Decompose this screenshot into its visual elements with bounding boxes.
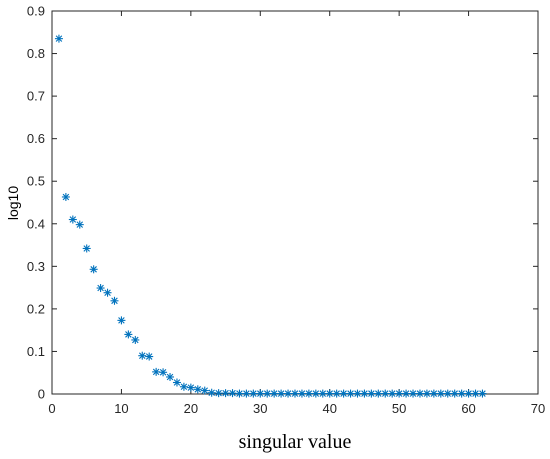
data-point xyxy=(374,389,383,398)
data-point xyxy=(159,368,168,377)
y-tick-label: 0.1 xyxy=(27,344,45,359)
data-point xyxy=(422,389,431,398)
y-axis-ticks: 0 0.1 0.2 0.3 0.4 0.5 0.6 0.7 0.8 0.9 xyxy=(27,4,538,402)
data-point xyxy=(291,389,299,398)
x-tick-label: 30 xyxy=(253,401,267,416)
data-point xyxy=(457,389,466,398)
data-point xyxy=(284,389,293,398)
data-point xyxy=(131,335,140,344)
data-point xyxy=(179,382,188,391)
data-point xyxy=(304,389,313,398)
data-point xyxy=(311,389,320,398)
data-point xyxy=(388,389,397,398)
data-point xyxy=(415,389,424,398)
y-tick-label: 0.5 xyxy=(27,174,45,189)
data-point xyxy=(200,386,209,395)
data-point xyxy=(249,389,258,398)
x-tick-label: 50 xyxy=(392,401,406,416)
data-point xyxy=(186,383,195,392)
data-point xyxy=(325,389,334,398)
plot-area xyxy=(51,10,539,395)
y-axis-title: log10 xyxy=(5,186,21,220)
data-point xyxy=(228,389,237,398)
data-point xyxy=(145,352,154,361)
data-point xyxy=(172,378,181,387)
data-point xyxy=(75,220,84,229)
y-tick-label: 0.9 xyxy=(27,4,45,19)
data-point xyxy=(318,389,327,398)
data-point xyxy=(478,389,487,398)
y-tick-label: 0.4 xyxy=(27,216,45,231)
data-markers xyxy=(54,34,487,398)
data-point xyxy=(82,244,91,253)
y-tick-label: 0.8 xyxy=(27,46,45,61)
x-tick-label: 70 xyxy=(531,401,545,416)
data-point xyxy=(353,389,362,398)
data-point xyxy=(89,265,98,274)
data-point xyxy=(221,389,230,398)
data-point xyxy=(103,288,112,297)
data-point xyxy=(450,389,459,398)
data-point xyxy=(402,389,411,398)
data-point xyxy=(270,389,279,398)
data-point xyxy=(471,389,480,398)
y-tick-label: 0.6 xyxy=(27,131,45,146)
data-point xyxy=(96,284,105,293)
y-tick-label: 0 xyxy=(38,387,45,402)
data-point xyxy=(207,388,216,397)
x-tick-label: 20 xyxy=(184,401,198,416)
data-point xyxy=(464,389,473,398)
data-point xyxy=(138,351,147,360)
data-point xyxy=(166,372,175,381)
x-axis-ticks: 0 10 20 30 40 50 60 70 xyxy=(48,11,545,416)
y-tick-label: 0.7 xyxy=(27,89,45,104)
x-tick-label: 60 xyxy=(461,401,475,416)
data-point xyxy=(110,296,119,305)
data-point xyxy=(297,389,306,398)
data-point xyxy=(332,389,341,398)
data-point xyxy=(117,316,126,325)
x-tick-label: 0 xyxy=(48,401,55,416)
data-point xyxy=(124,330,133,339)
data-point xyxy=(214,389,223,398)
data-point xyxy=(429,389,438,398)
data-point xyxy=(395,389,404,398)
data-point xyxy=(68,215,77,224)
y-tick-label: 0.2 xyxy=(27,301,45,316)
data-point xyxy=(277,389,286,398)
data-point xyxy=(409,389,418,398)
data-point xyxy=(54,34,63,43)
data-point xyxy=(235,389,244,398)
data-point xyxy=(443,389,452,398)
data-point xyxy=(360,389,369,398)
data-point xyxy=(263,389,272,398)
data-point xyxy=(346,389,355,398)
data-point xyxy=(61,192,70,201)
y-tick-label: 0.3 xyxy=(27,259,45,274)
data-point xyxy=(193,385,202,394)
data-point xyxy=(436,389,445,398)
x-tick-label: 40 xyxy=(322,401,336,416)
x-tick-label: 10 xyxy=(114,401,128,416)
data-point xyxy=(381,389,390,398)
data-point xyxy=(339,389,348,398)
data-point xyxy=(256,389,265,398)
data-point xyxy=(152,367,161,376)
data-point xyxy=(367,389,376,398)
data-point xyxy=(242,389,251,398)
x-axis-title: singular value xyxy=(239,431,352,453)
